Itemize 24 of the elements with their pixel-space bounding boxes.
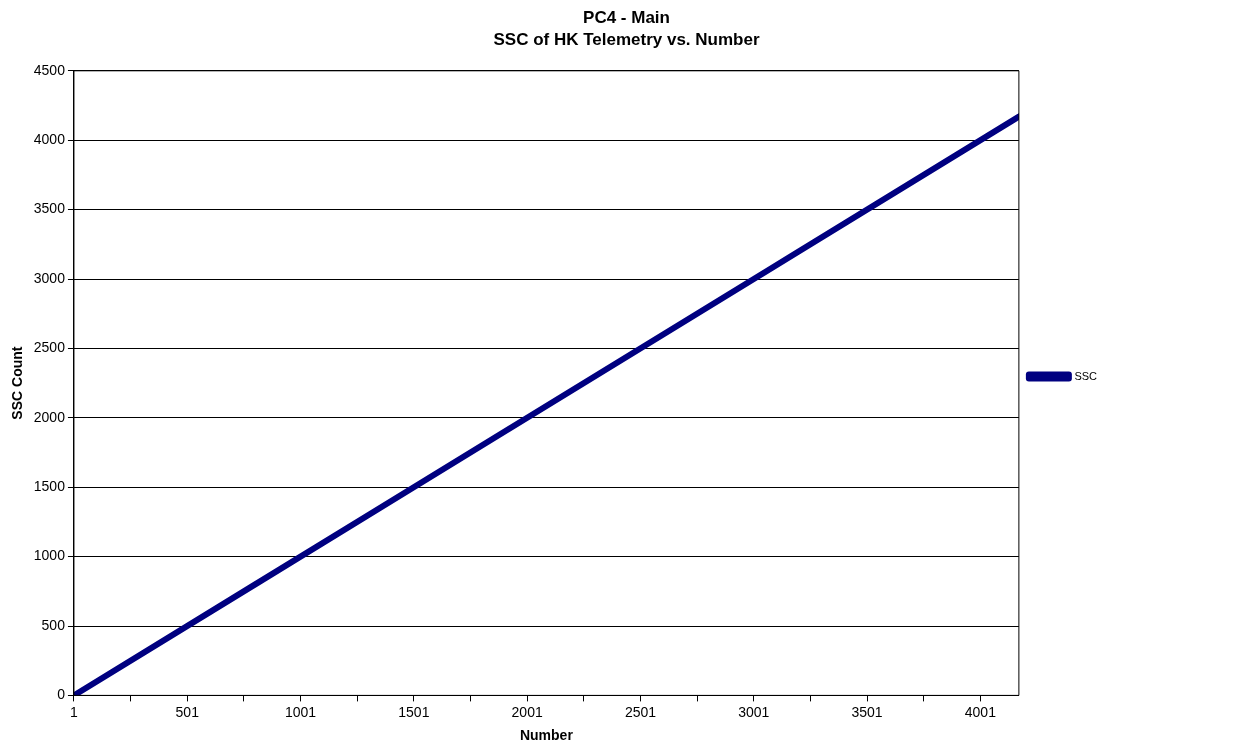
x-tick-label: 1001 bbox=[284, 703, 317, 720]
y-axis-title: SSC Count bbox=[9, 346, 26, 420]
x-tick-label: 2001 bbox=[511, 703, 543, 720]
y-tick-label: 4500 bbox=[33, 61, 66, 78]
x-tick-label: 3501 bbox=[851, 703, 883, 720]
x-tick-label: 2501 bbox=[624, 703, 657, 720]
chart-subtitle: SSC of HK Telemetry vs. Number bbox=[493, 30, 760, 50]
chart-title: PC4 - Main bbox=[583, 7, 670, 27]
y-tick-label: 4000 bbox=[33, 131, 66, 148]
y-tick-label: 3500 bbox=[33, 200, 66, 217]
y-tick-label: 3000 bbox=[33, 269, 66, 286]
y-tick-label: 2000 bbox=[33, 408, 66, 425]
y-tick-label: 1500 bbox=[33, 478, 66, 495]
y-tick-label: 0 bbox=[57, 686, 66, 703]
legend-label: SSC bbox=[1074, 369, 1098, 382]
x-tick-label: 1 bbox=[70, 703, 79, 720]
x-tick-label: 501 bbox=[175, 703, 200, 720]
x-tick-label: 3001 bbox=[738, 703, 770, 720]
y-tick-label: 1000 bbox=[33, 547, 66, 564]
y-tick-label: 2500 bbox=[33, 339, 66, 356]
x-tick-label: 1501 bbox=[398, 703, 430, 720]
x-axis-title: Number bbox=[519, 727, 574, 744]
y-tick-label: 500 bbox=[41, 616, 66, 633]
x-tick-label: 4001 bbox=[964, 703, 997, 720]
